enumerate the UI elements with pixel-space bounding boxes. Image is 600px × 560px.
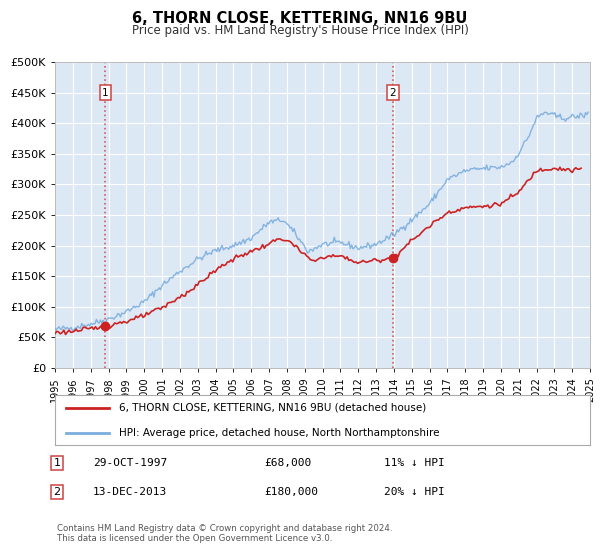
Text: 2: 2 [389, 87, 396, 97]
Text: 20% ↓ HPI: 20% ↓ HPI [384, 487, 445, 497]
Text: 1: 1 [53, 458, 61, 468]
Text: HPI: Average price, detached house, North Northamptonshire: HPI: Average price, detached house, Nort… [119, 427, 440, 437]
Text: 2: 2 [53, 487, 61, 497]
Text: 6, THORN CLOSE, KETTERING, NN16 9BU: 6, THORN CLOSE, KETTERING, NN16 9BU [133, 11, 467, 26]
Text: £68,000: £68,000 [264, 458, 311, 468]
Text: 1: 1 [102, 87, 109, 97]
Text: Contains HM Land Registry data © Crown copyright and database right 2024.
This d: Contains HM Land Registry data © Crown c… [57, 524, 392, 543]
Text: 29-OCT-1997: 29-OCT-1997 [93, 458, 167, 468]
Text: 13-DEC-2013: 13-DEC-2013 [93, 487, 167, 497]
Text: 11% ↓ HPI: 11% ↓ HPI [384, 458, 445, 468]
Text: £180,000: £180,000 [264, 487, 318, 497]
Text: 6, THORN CLOSE, KETTERING, NN16 9BU (detached house): 6, THORN CLOSE, KETTERING, NN16 9BU (det… [119, 403, 427, 413]
Text: Price paid vs. HM Land Registry's House Price Index (HPI): Price paid vs. HM Land Registry's House … [131, 24, 469, 37]
